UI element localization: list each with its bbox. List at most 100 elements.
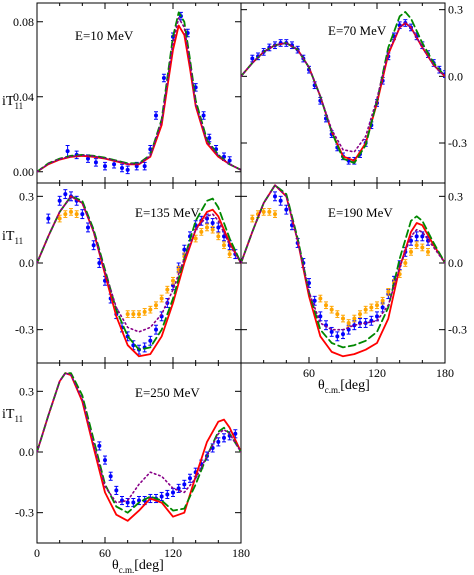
data-point	[409, 238, 413, 243]
data-point	[278, 198, 283, 203]
x-tick-label: 120	[164, 546, 182, 560]
data-point	[165, 287, 170, 292]
panel-e190-plot: -0.3 0.0 0.3 60 120 180	[240, 182, 467, 380]
series-line-dotted	[37, 17, 241, 173]
data-point	[171, 490, 175, 495]
data-point	[131, 312, 136, 317]
panel-e250-title: E=250 MeV	[135, 385, 200, 400]
data-point	[125, 167, 130, 172]
data-point	[216, 234, 221, 239]
data-point	[103, 164, 107, 169]
data-point	[335, 334, 340, 339]
series-line-dotted	[37, 372, 241, 504]
data-point	[414, 234, 419, 239]
data-point	[380, 298, 385, 303]
y-tick-label: 0.3	[448, 189, 463, 203]
data-point	[86, 225, 90, 230]
data-point	[341, 316, 345, 321]
data-point	[227, 158, 232, 163]
data-point	[154, 113, 158, 118]
data-point	[358, 312, 362, 317]
data-point	[403, 261, 408, 265]
y-tick-label: 0.0	[19, 445, 34, 459]
x-tick-label: 60	[303, 366, 315, 380]
data-point	[312, 298, 317, 303]
data-point	[159, 494, 164, 499]
data-point	[261, 209, 266, 214]
plot-area	[241, 11, 445, 165]
data-point	[46, 216, 51, 221]
data-point	[69, 209, 73, 214]
panel-e70-title: E=70 MeV	[328, 23, 387, 38]
data-point	[216, 225, 221, 230]
panel-e135-plot: -0.3 0.0 0.3	[15, 182, 242, 364]
data-point	[227, 252, 232, 257]
data-point	[131, 500, 136, 505]
data-point	[108, 474, 113, 479]
data-point	[159, 296, 164, 301]
data-point	[205, 225, 209, 230]
data-point	[233, 431, 238, 436]
data-point	[63, 192, 68, 197]
panel-e10: 0.00 0.04 0.08 E=10 MeV iT11	[2, 2, 242, 184]
data-point	[148, 338, 153, 343]
data-point	[329, 307, 334, 312]
panel-e135-ylabel: iT11	[2, 229, 23, 246]
data-point	[97, 443, 102, 448]
data-point	[222, 435, 226, 440]
data-point	[188, 476, 192, 481]
y-tick-label: 0.08	[13, 15, 34, 29]
data-point	[273, 194, 277, 199]
data-point	[131, 343, 136, 348]
data-point	[201, 113, 206, 118]
data-point	[375, 314, 379, 319]
data-point	[346, 321, 351, 325]
data-point	[199, 229, 204, 234]
panel-e190-title: E=190 MeV	[328, 205, 393, 220]
plot-frame	[36, 362, 242, 544]
data-point	[161, 76, 166, 80]
data-point	[114, 488, 119, 493]
y-tick-label: 0.3	[448, 3, 463, 17]
data-point	[57, 198, 62, 203]
data-point	[91, 243, 96, 248]
data-point	[426, 249, 430, 254]
data-point	[154, 327, 158, 332]
data-point	[112, 162, 117, 167]
x-tick-label: 180	[232, 546, 250, 560]
panel-e135: -0.3 0.0 0.3 E=135 MeV iT11	[2, 182, 242, 364]
plot-area	[37, 372, 241, 522]
data-point	[137, 312, 141, 317]
data-point	[125, 500, 130, 505]
data-point	[207, 136, 212, 140]
data-point	[182, 482, 187, 487]
data-point	[97, 261, 102, 265]
y-tick-label: 0.0	[448, 256, 463, 270]
data-point	[65, 149, 70, 154]
data-point	[250, 56, 255, 61]
data-point	[142, 309, 147, 314]
panel-e10-ylabel: iT11	[2, 94, 23, 111]
plot-area	[37, 11, 241, 175]
y-tick-label: -0.3	[448, 136, 467, 150]
y-tick-label: 0.3	[19, 189, 34, 203]
data-point	[171, 278, 175, 283]
panel-e250-ylabel: iT11	[2, 407, 23, 424]
data-point	[154, 303, 158, 308]
plot-area	[37, 189, 241, 358]
data-point	[324, 303, 328, 308]
data-point	[318, 296, 323, 301]
y-tick-label: -0.3	[15, 506, 34, 520]
data-point	[74, 212, 79, 217]
data-point	[318, 314, 323, 319]
data-point	[380, 305, 385, 310]
y-tick-label: -0.3	[15, 323, 34, 337]
panel-e250-xlabel: θc.m.[deg]	[112, 558, 164, 575]
plot-frame	[240, 182, 446, 364]
data-point	[386, 289, 391, 294]
data-point	[222, 243, 226, 248]
y-tick-label: 0.00	[13, 165, 34, 179]
series-line-dotted	[241, 184, 445, 331]
